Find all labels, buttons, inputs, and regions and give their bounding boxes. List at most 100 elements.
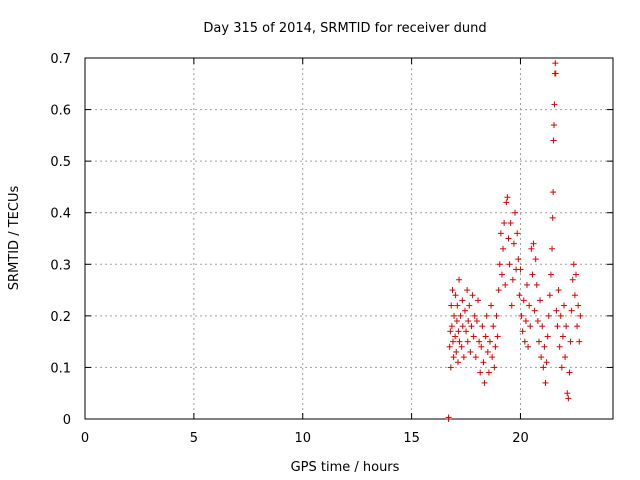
data-point — [448, 323, 455, 330]
data-points — [445, 60, 584, 422]
data-point — [502, 281, 509, 288]
data-point — [555, 287, 562, 294]
data-point — [506, 261, 513, 268]
data-point — [507, 220, 514, 227]
data-point — [575, 302, 582, 309]
data-point — [516, 292, 523, 299]
data-point — [550, 189, 557, 196]
data-point — [467, 348, 474, 355]
data-point — [452, 292, 459, 299]
data-point — [497, 230, 504, 237]
data-point — [476, 338, 483, 345]
data-point — [568, 307, 575, 314]
data-point — [535, 338, 542, 345]
x-tick-label: 10 — [294, 431, 311, 446]
data-point — [574, 323, 581, 330]
data-point — [486, 338, 493, 345]
data-point — [547, 271, 554, 278]
data-point — [496, 261, 503, 268]
data-point — [448, 302, 455, 309]
data-point — [569, 276, 576, 283]
data-point — [517, 266, 524, 273]
data-point — [505, 235, 512, 242]
data-point — [531, 307, 538, 314]
data-point — [553, 307, 560, 314]
data-point — [572, 271, 579, 278]
data-point — [455, 328, 462, 335]
data-point — [551, 101, 558, 108]
data-point — [510, 240, 517, 247]
x-tick-label: 20 — [512, 431, 529, 446]
data-point — [514, 230, 521, 237]
data-point — [484, 348, 491, 355]
data-point — [532, 256, 539, 263]
y-tick-label: 0.3 — [50, 258, 71, 273]
data-point — [459, 297, 466, 304]
data-point — [559, 333, 566, 340]
data-point — [525, 343, 532, 350]
chart-title: Day 315 of 2014, SRMTID for receiver dun… — [203, 21, 486, 36]
data-point — [530, 240, 537, 247]
data-point — [565, 395, 572, 402]
data-point — [526, 302, 533, 309]
data-point — [521, 338, 528, 345]
data-point — [475, 297, 482, 304]
data-point — [464, 338, 471, 345]
data-point — [522, 318, 529, 325]
data-point — [491, 364, 498, 371]
data-point — [447, 364, 454, 371]
plot-frame — [84, 57, 614, 420]
data-point — [500, 245, 507, 252]
data-point — [528, 245, 535, 252]
data-point — [495, 287, 502, 294]
y-tick-label: 0 — [63, 413, 71, 428]
data-point — [542, 379, 549, 386]
data-point — [492, 343, 499, 350]
data-point — [504, 194, 511, 201]
data-point — [461, 307, 468, 314]
data-point — [494, 333, 501, 340]
data-point — [512, 209, 519, 216]
data-point — [456, 276, 463, 283]
data-point — [550, 122, 557, 129]
data-point — [485, 369, 492, 376]
data-point — [483, 312, 490, 319]
data-point — [482, 333, 489, 340]
data-point — [481, 379, 488, 386]
data-point — [566, 369, 573, 376]
data-point — [457, 312, 464, 319]
data-point — [463, 328, 470, 335]
data-point — [472, 354, 479, 361]
data-point — [508, 302, 515, 309]
data-point — [540, 364, 547, 371]
data-point — [459, 323, 466, 330]
x-tick-label: 0 — [81, 431, 89, 446]
data-point — [563, 323, 570, 330]
data-point — [488, 302, 495, 309]
data-point — [544, 333, 551, 340]
data-point — [471, 312, 478, 319]
data-point — [473, 318, 480, 325]
data-point — [447, 328, 454, 335]
y-tick-label: 0.4 — [50, 207, 71, 222]
data-point — [478, 343, 485, 350]
data-point — [523, 281, 530, 288]
y-tick-label: 0.1 — [50, 361, 71, 376]
data-point — [520, 297, 527, 304]
data-point — [479, 323, 486, 330]
data-point — [564, 390, 571, 397]
data-point — [466, 302, 473, 309]
data-point — [571, 292, 578, 299]
data-point — [493, 312, 500, 319]
data-point — [452, 333, 459, 340]
data-point — [464, 287, 471, 294]
data-point — [451, 312, 458, 319]
data-point — [546, 292, 553, 299]
data-point — [453, 348, 460, 355]
data-point — [469, 292, 476, 299]
data-point — [449, 287, 456, 294]
data-point — [554, 323, 561, 330]
x-axis-label: GPS time / hours — [291, 460, 400, 475]
data-point — [518, 312, 525, 319]
